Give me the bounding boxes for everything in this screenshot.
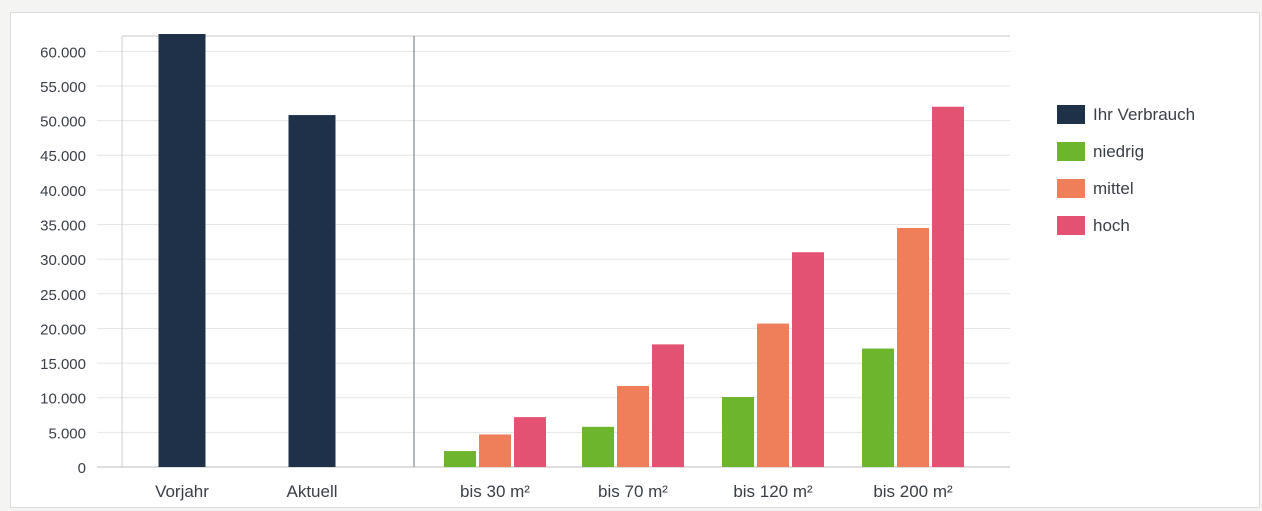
legend-swatch	[1057, 179, 1085, 198]
legend-item-ihr-verbrauch: Ihr Verbrauch	[1057, 96, 1195, 133]
bar-niedrig	[862, 348, 894, 467]
bar-vorjahr	[158, 34, 206, 467]
legend-swatch	[1057, 105, 1085, 124]
y-tick-label: 10.000	[40, 391, 86, 408]
x-tick-label: bis 200 m²	[873, 482, 953, 501]
x-tick-label: bis 120 m²	[733, 482, 813, 501]
y-tick-label: 25.000	[40, 287, 86, 304]
legend-item-hoch: hoch	[1057, 207, 1195, 244]
x-tick-label: bis 30 m²	[460, 482, 530, 501]
legend-label: niedrig	[1093, 141, 1145, 161]
bar-niedrig	[722, 397, 754, 467]
label-layer: 0 5.000 10.000 15.000 20.000 25.000 30.000 35.0…	[40, 44, 953, 501]
legend-swatch	[1057, 142, 1085, 161]
y-tick-label: 15.000	[40, 356, 86, 373]
bar-mittel	[897, 227, 929, 467]
bar-aktuell	[288, 115, 336, 467]
y-tick-label: 30.000	[40, 252, 86, 269]
y-tick-label: 40.000	[40, 183, 86, 200]
y-tick-label: 50.000	[40, 114, 86, 131]
legend-label: Ihr Verbrauch	[1093, 104, 1196, 124]
bar-niedrig	[444, 451, 476, 467]
y-tick-label: 5.000	[48, 425, 86, 442]
bars-layer	[158, 34, 964, 467]
y-tick-label: 35.000	[40, 218, 86, 235]
axis-layer	[97, 35, 1010, 468]
bar-niedrig	[582, 426, 614, 467]
y-tick-label: 55.000	[40, 79, 86, 96]
bar-mittel	[479, 434, 511, 467]
y-tick-label: 0	[78, 460, 86, 477]
y-tick-label: 45.000	[40, 148, 86, 165]
legend-label: mittel	[1093, 178, 1134, 198]
chart-legend: Ihr Verbrauch niedrig mittel hoch	[1057, 96, 1195, 244]
x-tick-label: bis 70 m²	[598, 482, 668, 501]
bar-mittel	[757, 323, 789, 467]
bar-hoch	[514, 417, 546, 467]
legend-item-niedrig: niedrig	[1057, 133, 1195, 170]
bar-hoch	[792, 252, 824, 467]
y-tick-label: 60.000	[40, 44, 86, 61]
y-tick-label: 20.000	[40, 321, 86, 338]
bar-hoch	[932, 106, 964, 467]
x-tick-label: Aktuell	[286, 482, 337, 501]
legend-swatch	[1057, 216, 1085, 235]
legend-item-mittel: mittel	[1057, 170, 1195, 207]
bar-hoch	[652, 344, 684, 467]
bar-mittel	[617, 385, 649, 467]
legend-label: hoch	[1093, 215, 1130, 235]
x-tick-label: Vorjahr	[155, 482, 209, 501]
